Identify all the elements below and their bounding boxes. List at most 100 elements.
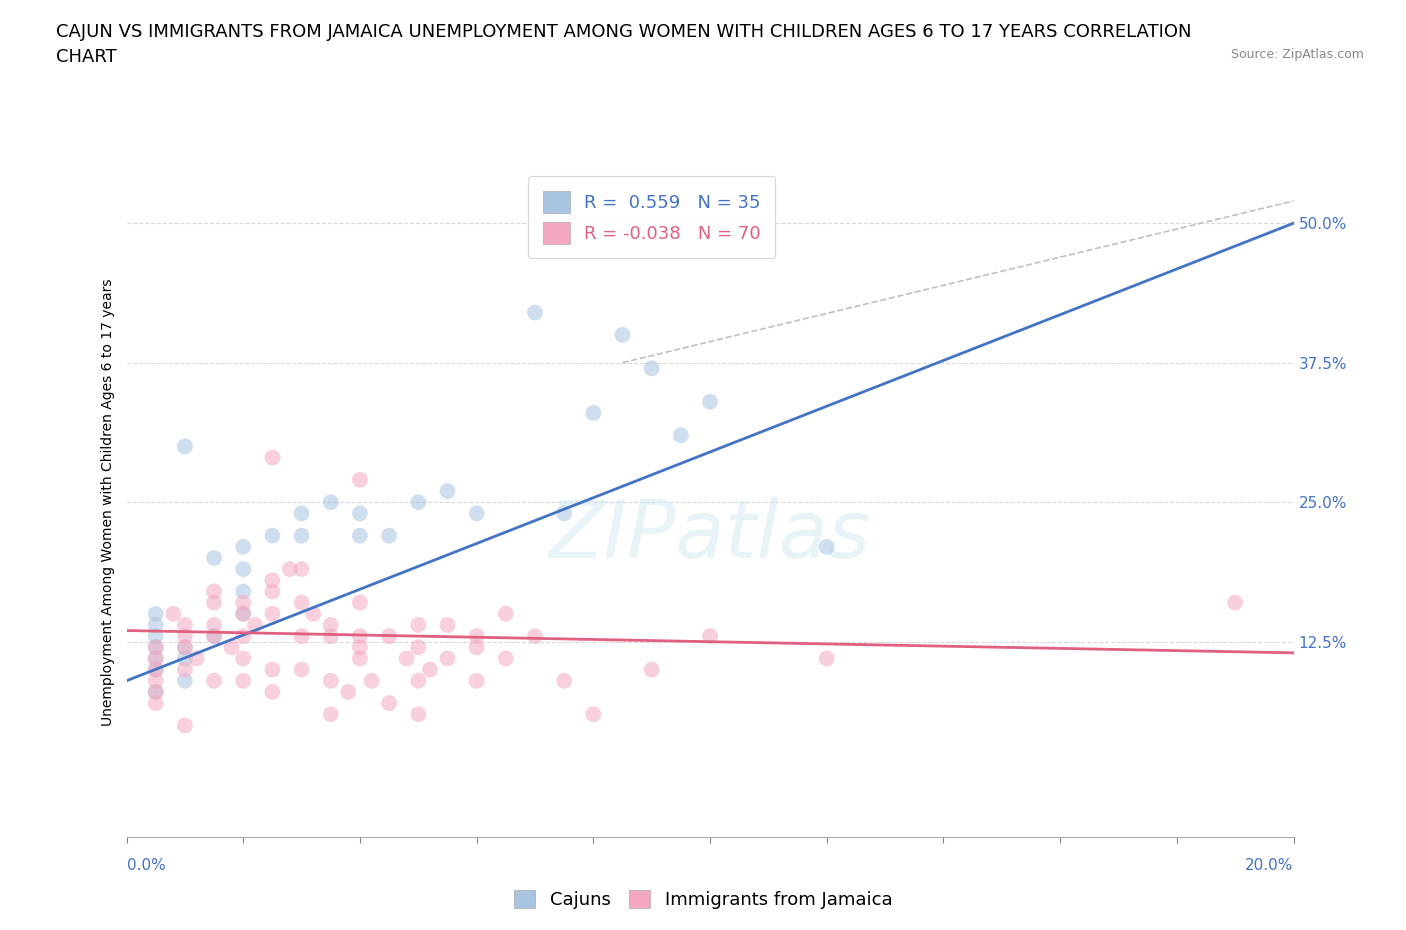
Point: [145, 684, 167, 699]
Point: [232, 606, 254, 621]
Point: [174, 651, 197, 666]
Point: [436, 651, 458, 666]
Point: [349, 472, 371, 487]
Point: [262, 450, 284, 465]
Point: [145, 684, 167, 699]
Point: [465, 629, 488, 644]
Point: [232, 606, 254, 621]
Point: [145, 606, 167, 621]
Point: [360, 673, 382, 688]
Point: [174, 640, 197, 655]
Point: [145, 651, 167, 666]
Point: [465, 640, 488, 655]
Point: [337, 684, 360, 699]
Point: [349, 528, 371, 543]
Point: [290, 595, 312, 610]
Point: [232, 584, 254, 599]
Point: [145, 662, 167, 677]
Point: [162, 606, 184, 621]
Point: [378, 629, 401, 644]
Point: [262, 573, 284, 588]
Text: Source: ZipAtlas.com: Source: ZipAtlas.com: [1230, 48, 1364, 61]
Point: [465, 673, 488, 688]
Point: [174, 640, 197, 655]
Point: [408, 618, 430, 632]
Point: [262, 606, 284, 621]
Point: [145, 651, 167, 666]
Point: [174, 662, 197, 677]
Point: [186, 651, 208, 666]
Point: [699, 394, 721, 409]
Point: [349, 595, 371, 610]
Point: [408, 673, 430, 688]
Point: [815, 651, 838, 666]
Point: [553, 506, 575, 521]
Legend: Cajuns, Immigrants from Jamaica: Cajuns, Immigrants from Jamaica: [506, 883, 900, 916]
Point: [202, 673, 225, 688]
Point: [145, 662, 167, 677]
Point: [232, 539, 254, 554]
Point: [145, 673, 167, 688]
Point: [319, 495, 342, 510]
Point: [612, 327, 634, 342]
Point: [378, 696, 401, 711]
Point: [232, 673, 254, 688]
Point: [408, 495, 430, 510]
Point: [349, 651, 371, 666]
Text: ZIPatlas: ZIPatlas: [548, 497, 872, 575]
Point: [815, 539, 838, 554]
Point: [145, 629, 167, 644]
Point: [349, 506, 371, 521]
Y-axis label: Unemployment Among Women with Children Ages 6 to 17 years: Unemployment Among Women with Children A…: [101, 278, 115, 726]
Point: [145, 696, 167, 711]
Point: [290, 662, 312, 677]
Point: [640, 662, 664, 677]
Point: [221, 640, 243, 655]
Point: [1223, 595, 1246, 610]
Text: CAJUN VS IMMIGRANTS FROM JAMAICA UNEMPLOYMENT AMONG WOMEN WITH CHILDREN AGES 6 T: CAJUN VS IMMIGRANTS FROM JAMAICA UNEMPLO…: [56, 23, 1192, 41]
Point: [553, 673, 575, 688]
Text: 0.0%: 0.0%: [127, 857, 166, 872]
Point: [349, 629, 371, 644]
Point: [174, 673, 197, 688]
Point: [419, 662, 441, 677]
Point: [319, 673, 342, 688]
Point: [174, 439, 197, 454]
Point: [202, 629, 225, 644]
Point: [349, 640, 371, 655]
Point: [378, 528, 401, 543]
Point: [395, 651, 418, 666]
Point: [174, 718, 197, 733]
Point: [290, 506, 312, 521]
Point: [262, 662, 284, 677]
Point: [319, 707, 342, 722]
Point: [290, 562, 312, 577]
Point: [202, 618, 225, 632]
Point: [262, 684, 284, 699]
Text: CHART: CHART: [56, 48, 117, 66]
Point: [232, 562, 254, 577]
Point: [495, 606, 517, 621]
Point: [495, 651, 517, 666]
Point: [174, 618, 197, 632]
Point: [290, 629, 312, 644]
Point: [202, 584, 225, 599]
Point: [202, 595, 225, 610]
Point: [145, 640, 167, 655]
Point: [436, 618, 458, 632]
Point: [202, 629, 225, 644]
Point: [202, 551, 225, 565]
Point: [232, 629, 254, 644]
Point: [319, 618, 342, 632]
Point: [582, 707, 605, 722]
Legend: R =  0.559   N = 35, R = -0.038   N = 70: R = 0.559 N = 35, R = -0.038 N = 70: [529, 177, 775, 259]
Point: [278, 562, 301, 577]
Text: 20.0%: 20.0%: [1246, 857, 1294, 872]
Point: [232, 595, 254, 610]
Point: [290, 528, 312, 543]
Point: [640, 361, 664, 376]
Point: [436, 484, 458, 498]
Point: [408, 640, 430, 655]
Point: [524, 629, 547, 644]
Point: [145, 640, 167, 655]
